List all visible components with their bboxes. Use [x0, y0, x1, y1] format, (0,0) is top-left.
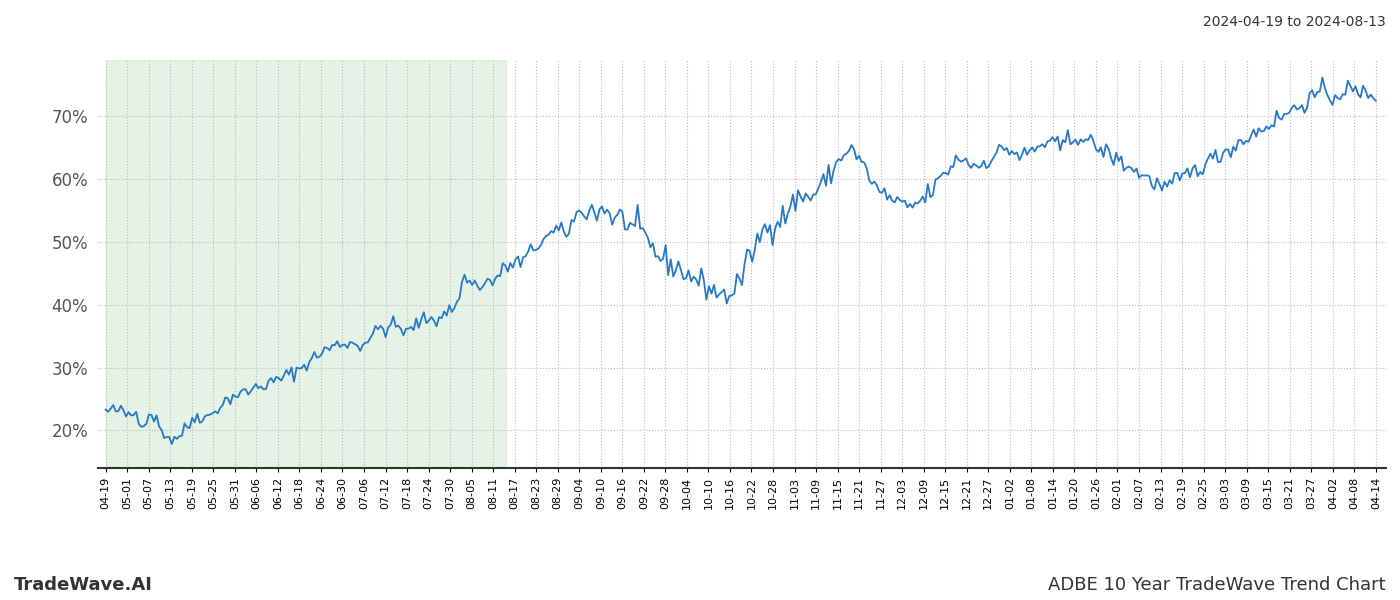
Text: ADBE 10 Year TradeWave Trend Chart: ADBE 10 Year TradeWave Trend Chart [1049, 576, 1386, 594]
Text: 2024-04-19 to 2024-08-13: 2024-04-19 to 2024-08-13 [1203, 15, 1386, 29]
Text: TradeWave.AI: TradeWave.AI [14, 576, 153, 594]
Bar [105, 60, 505, 468]
